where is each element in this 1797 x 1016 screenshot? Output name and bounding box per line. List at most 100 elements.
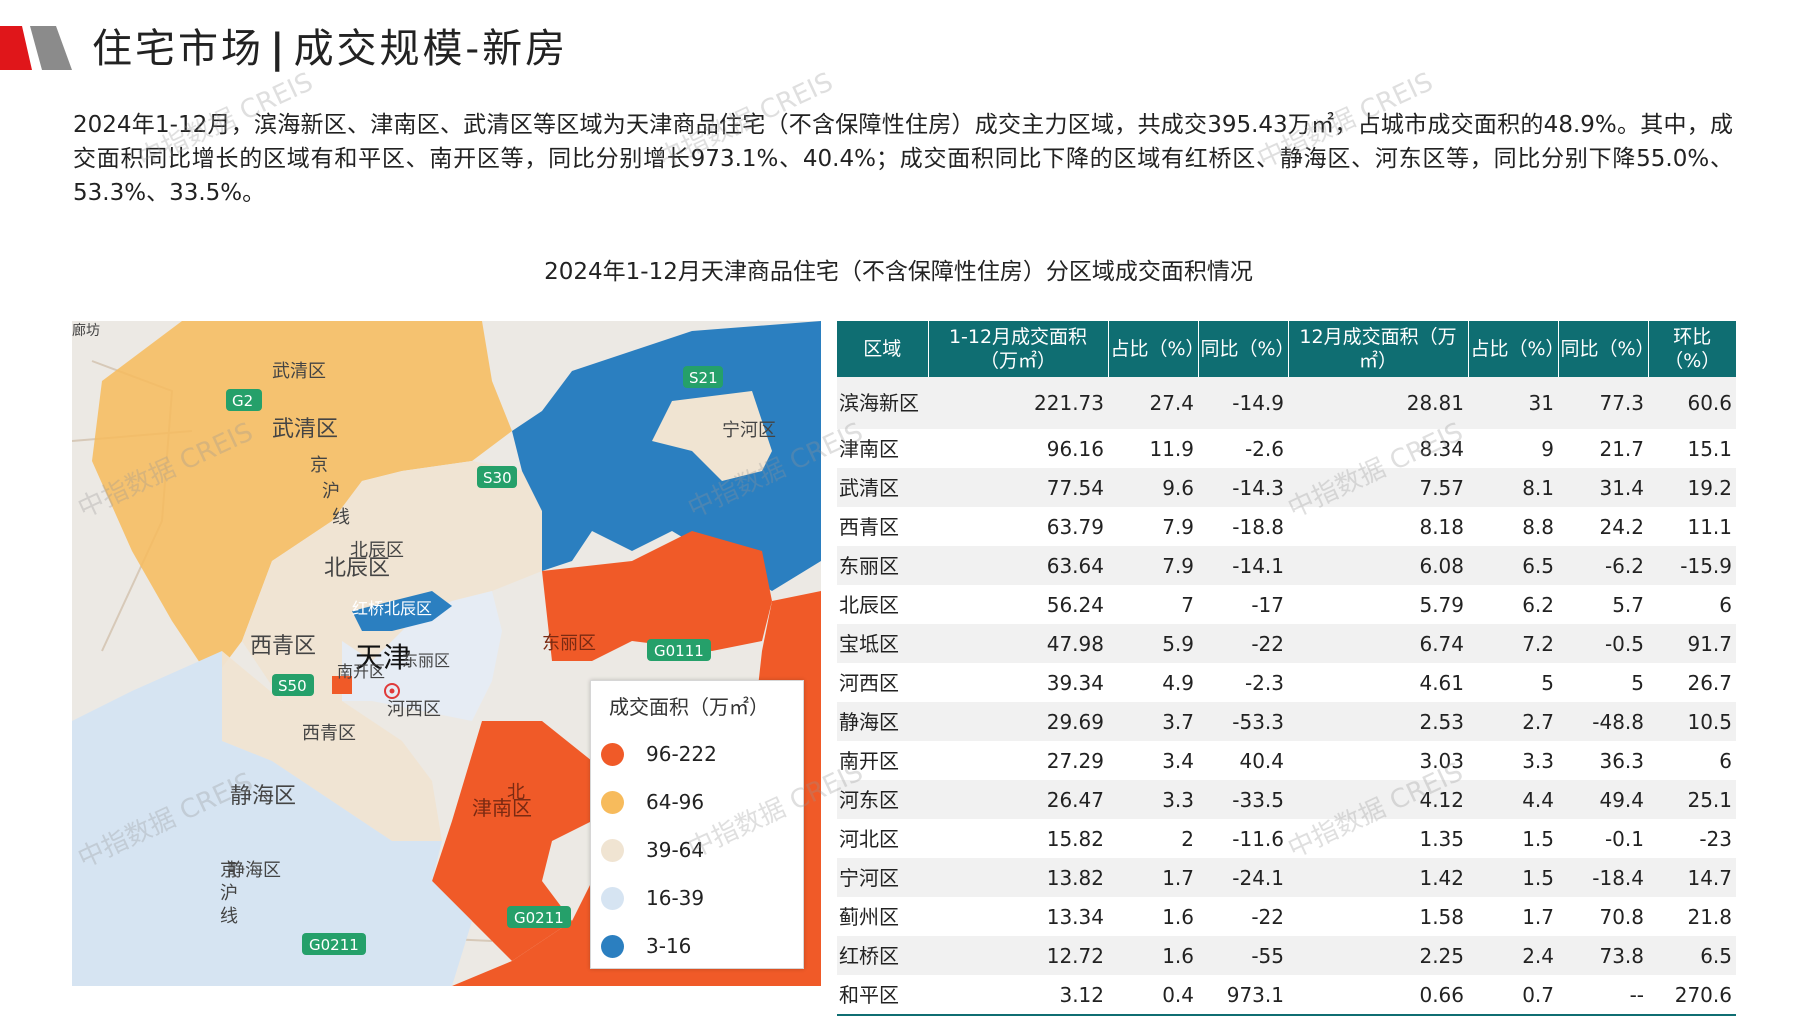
value-cell: 270.6: [1648, 975, 1736, 1016]
value-cell: 11.1: [1687, 514, 1732, 539]
region-cell: 河西区: [839, 670, 899, 695]
value-cell: -33.5: [1198, 780, 1288, 819]
label-hexi: 河西区: [387, 699, 441, 720]
value-cell: 21.7: [1599, 436, 1644, 461]
table-row: 和平区 3.12 0.4 973.1 0.66 0.7 -- 270.6: [837, 975, 1736, 1016]
table-row: 西青区 63.79 7.9 -18.8 8.18 8.8 24.2 11.1: [837, 507, 1736, 546]
value-cell: 36.3: [1599, 748, 1644, 773]
value-cell: 5: [1631, 670, 1644, 695]
value-cell: 26.47: [928, 780, 1108, 819]
header-cell: 区域: [837, 321, 928, 377]
legend-item: 3-16: [591, 922, 803, 970]
value-cell: 73.8: [1558, 936, 1648, 975]
value-cell: -14.1: [1198, 546, 1288, 585]
value-cell: 28.81: [1288, 377, 1468, 429]
header-cell: 占比（%）: [1107, 321, 1205, 377]
legend-label: 16-39: [646, 886, 705, 910]
region-hongqiao-hebei: [352, 591, 452, 631]
value-cell: 7.9: [1162, 514, 1194, 539]
shield-g0111: G0111: [647, 639, 711, 661]
shield-g0211-a: G0211: [507, 906, 571, 928]
value-cell: 4.4: [1468, 780, 1558, 819]
header-cell: 12月成交面积（万㎡）: [1287, 321, 1468, 377]
label-jinghu-2: 沪: [322, 481, 340, 502]
label-jinghu-b1: 京: [220, 860, 238, 881]
value-cell: 6.5: [1468, 546, 1558, 585]
value-cell: 47.98: [928, 624, 1108, 663]
value-cell: 96.16: [1046, 436, 1104, 461]
label-jinnan-top: 北: [507, 782, 525, 803]
value-cell: -22: [1198, 624, 1288, 663]
label-jinghu-b2: 沪: [220, 883, 238, 904]
value-cell: 26.7: [1687, 670, 1732, 695]
value-cell: 7.2: [1468, 624, 1558, 663]
value-cell: 77.54: [928, 468, 1108, 507]
value-cell: 2.25: [1288, 936, 1468, 975]
region-cell: 宝坻区: [837, 624, 928, 663]
value-cell: 1.42: [1288, 858, 1468, 897]
value-cell: 13.34: [1046, 904, 1104, 929]
value-cell: 56.24: [1046, 592, 1104, 617]
value-cell: 40.4: [1239, 748, 1284, 773]
value-cell: 70.8: [1599, 904, 1644, 929]
legend-label: 96-222: [646, 742, 717, 766]
shield-s50: S50: [272, 674, 314, 696]
table-header: 区域 1-12月成交面积（万㎡） 占比（%） 同比（%） 12月成交面积（万㎡）…: [837, 321, 1736, 377]
value-cell: -2.3: [1244, 670, 1284, 695]
region-cell: 西青区: [839, 514, 899, 539]
value-cell: 5.79: [1419, 592, 1464, 617]
value-cell: 77.3: [1558, 377, 1648, 429]
value-cell: 221.73: [928, 377, 1108, 429]
value-cell: 8.18: [1419, 514, 1464, 539]
value-cell: -11.6: [1232, 826, 1284, 851]
value-cell: -18.4: [1558, 858, 1648, 897]
value-cell: 21.8: [1687, 904, 1732, 929]
value-cell: 7.57: [1288, 468, 1468, 507]
value-cell: 6.5: [1648, 936, 1736, 975]
value-cell: 14.7: [1648, 858, 1736, 897]
summary-paragraph: 2024年1-12月，滨海新区、津南区、武清区等区域为天津商品住宅（不含保障性住…: [73, 112, 1733, 206]
svg-text:S50: S50: [278, 677, 307, 695]
value-cell: 24.2: [1599, 514, 1644, 539]
region-cell: 滨海新区: [837, 377, 928, 429]
value-cell: 1.6: [1108, 936, 1198, 975]
legend-item: 39-64: [591, 826, 803, 874]
value-cell: 31.4: [1558, 468, 1648, 507]
value-cell: -55: [1198, 936, 1288, 975]
label-xiqing-small: 西青区: [302, 723, 356, 744]
value-cell: -2.6: [1244, 436, 1284, 461]
svg-text:G0111: G0111: [654, 642, 704, 660]
value-cell: 63.64: [928, 546, 1108, 585]
value-cell: -24.1: [1198, 858, 1288, 897]
value-cell: -14.3: [1198, 468, 1288, 507]
header-cell: 同比（%）: [1197, 321, 1295, 377]
header-cell: 环比（%）: [1647, 321, 1736, 377]
legend-swatch: [601, 790, 624, 814]
value-cell: 4.61: [1419, 670, 1464, 695]
region-beichen-area: [242, 461, 542, 701]
region-cell: 河北区: [839, 826, 899, 851]
value-cell: 4.12: [1288, 780, 1468, 819]
region-ninghe-coast: [512, 321, 821, 591]
label-jinghai: 静海区: [230, 784, 296, 809]
region-cell: 和平区: [837, 975, 928, 1016]
shield-s30: S30: [477, 466, 517, 488]
legend-title: 成交面积（万㎡）: [609, 695, 769, 719]
label-jinghu-3: 线: [332, 507, 350, 528]
value-cell: 25.1: [1648, 780, 1736, 819]
value-cell: 2.53: [1288, 702, 1468, 741]
svg-text:G0211: G0211: [514, 909, 564, 927]
value-cell: 0.4: [1108, 975, 1198, 1016]
table-header-row: 区域 1-12月成交面积（万㎡） 占比（%） 同比（%） 12月成交面积（万㎡）…: [837, 321, 1736, 377]
district-map: 廊坊 武清区 武清区 G2 S21 宁河区 S30 京 沪 线 北辰区 北辰区 …: [72, 321, 821, 986]
page-title: 住宅市场 | 成交规模-新房: [92, 25, 569, 72]
legend-item: 16-39: [591, 874, 803, 922]
value-cell: 6: [1719, 592, 1732, 617]
value-cell: 1.5: [1468, 858, 1558, 897]
region-cell: 静海区: [837, 702, 928, 741]
shield-g2: G2: [226, 389, 262, 411]
region-wuqing: [92, 321, 512, 681]
value-cell: 13.82: [928, 858, 1108, 897]
table-row: 东丽区 63.64 7.9 -14.1 6.08 6.5 -6.2 -15.9: [837, 546, 1736, 585]
table-row: 河东区 26.47 3.3 -33.5 4.12 4.4 49.4 25.1: [837, 780, 1736, 819]
